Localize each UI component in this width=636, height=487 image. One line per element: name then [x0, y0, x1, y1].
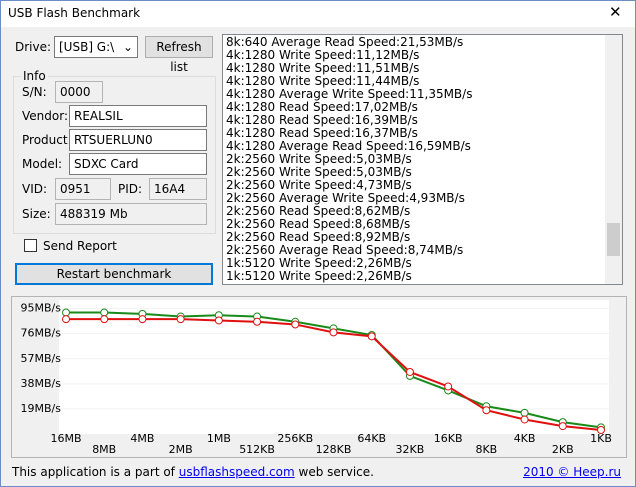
- restart-button[interactable]: Restart benchmark: [15, 263, 213, 285]
- log-lines: 8k:640 Average Read Speed:21,53MB/s 4k:12…: [226, 36, 472, 283]
- data-point: [520, 408, 529, 417]
- data-point: [100, 308, 109, 317]
- data-point: [405, 367, 414, 376]
- product-label: Product:: [22, 133, 72, 147]
- x-tick-label: 1MB: [207, 432, 231, 445]
- send-report-checkbox[interactable]: [24, 239, 37, 252]
- scrollbar-thumb[interactable]: [607, 223, 620, 256]
- x-tick-label: 4MB: [130, 432, 154, 445]
- vid-label: VID:: [22, 182, 48, 196]
- x-tick-label: 256KB: [277, 432, 313, 445]
- refresh-button[interactable]: Refresh list: [145, 36, 213, 74]
- data-point: [138, 315, 147, 324]
- data-point: [597, 426, 605, 435]
- data-point: [214, 316, 223, 325]
- info-group: [13, 76, 216, 234]
- chart-panel: [11, 296, 627, 458]
- dropdown-arrow: ⌄: [122, 40, 133, 54]
- y-tick-label: 76MB/s: [21, 327, 62, 340]
- send-report-label: Send Report: [43, 239, 117, 253]
- x-tick-label: 2MB: [169, 443, 193, 456]
- data-point: [329, 328, 338, 337]
- title-bar: [1, 1, 635, 27]
- close-button[interactable]: ✕: [609, 3, 622, 21]
- log-line: 4k:1280 Read Speed:16,37MB/s: [226, 126, 418, 140]
- y-tick-label: 57MB/s: [21, 352, 62, 365]
- pid-value: 16A4: [149, 178, 207, 200]
- footer-after: web service.: [298, 465, 374, 479]
- size-value: 488319 Mb: [55, 203, 207, 225]
- log-list: 8k:640 Average Read Speed:21,53MB/s 4k:12…: [222, 34, 623, 285]
- x-tick-label: 1KB: [590, 432, 612, 445]
- data-point: [482, 406, 491, 415]
- log-line: 2k:2560 Average Read Speed:8,74MB/s: [226, 243, 464, 257]
- model-value: SDXC Card: [69, 153, 207, 175]
- x-tick-label: 16KB: [434, 432, 463, 445]
- log-line: 4k:1280 Write Speed:11,44MB/s: [226, 74, 420, 88]
- log-line: 4k:1280 Average Read Speed:16,59MB/s: [226, 139, 471, 153]
- drive-label: Drive:: [15, 40, 52, 54]
- x-tick-label: 128KB: [316, 443, 352, 456]
- data-point: [291, 320, 300, 329]
- log-line: 1k:5120 Write Speed:2,26MB/s: [226, 256, 412, 270]
- product-value: RTSUERLUN0: [69, 129, 207, 151]
- x-tick-label: 8KB: [475, 443, 497, 456]
- log-line: 4k:1280 Average Write Speed:11,35MB/s: [226, 87, 473, 101]
- pid-label: PID:: [118, 182, 143, 196]
- sn-label: S/N:: [22, 85, 47, 99]
- log-line: 4k:1280 Read Speed:16,39MB/s: [226, 113, 418, 127]
- scrollbar[interactable]: [605, 35, 622, 284]
- y-tick-label: 38MB/s: [21, 377, 62, 390]
- data-point: [520, 415, 529, 424]
- x-tick-label: 64KB: [357, 432, 386, 445]
- drive-select[interactable]: [USB] G:\ ⌄: [54, 36, 138, 58]
- copyright: 2010 © Heep.ru: [523, 465, 621, 479]
- log-line: 2k:2560 Read Speed:8,92MB/s: [226, 230, 411, 244]
- footer-text: This application is a part of usbflashsp…: [12, 465, 374, 479]
- copyright-link[interactable]: 2010 © Heep.ru: [523, 465, 621, 479]
- y-tick-label: 95MB/s: [21, 302, 62, 315]
- x-tick-label: 512KB: [239, 443, 275, 456]
- vendor-label: Vendor:: [22, 109, 68, 123]
- data-point: [253, 317, 262, 326]
- log-line: 4k:1280 Write Speed:11,12MB/s: [226, 48, 420, 62]
- data-point: [444, 382, 453, 391]
- data-point: [558, 422, 567, 431]
- vid-value: 0951: [55, 178, 111, 200]
- log-line: 8k:640 Average Read Speed:21,53MB/s: [226, 35, 464, 49]
- vendor-value: REALSIL: [69, 105, 207, 127]
- log-line: 2k:2560 Read Speed:8,62MB/s: [226, 204, 411, 218]
- log-line: 4k:1280 Read Speed:17,02MB/s: [226, 100, 418, 114]
- data-point: [100, 315, 109, 324]
- sn-value: 0000: [55, 81, 103, 103]
- drive-value: [USB] G:\: [59, 40, 115, 54]
- info-title: Info: [21, 69, 48, 83]
- x-tick-label: 2KB: [552, 443, 574, 456]
- log-line: 2k:2560 Write Speed:4,73MB/s: [226, 178, 412, 192]
- data-point: [62, 315, 70, 324]
- data-point: [62, 308, 70, 317]
- chart: 19MB/s 38MB/s 57MB/s 76MB/s 95MB/s 16MB 8MB 4MB…: [21, 300, 612, 456]
- x-tick-label: 16MB: [50, 432, 81, 445]
- log-line: 2k:2560 Average Write Speed:4,93MB/s: [226, 191, 465, 205]
- footer-before: This application is a part of: [12, 465, 175, 479]
- log-line: 1k:5120 Write Speed:2,26MB/s: [226, 269, 412, 283]
- log-line: 2k:2560 Write Speed:5,03MB/s: [226, 165, 412, 179]
- x-tick-label: 4KB: [514, 432, 536, 445]
- x-tick-label: 8MB: [92, 443, 116, 456]
- data-point: [176, 315, 185, 324]
- size-label: Size:: [22, 207, 51, 221]
- log-line: 2k:2560 Read Speed:8,68MB/s: [226, 217, 411, 231]
- footer-link[interactable]: usbflashspeed.com: [178, 465, 295, 479]
- x-tick-label: 32KB: [396, 443, 425, 456]
- y-tick-label: 19MB/s: [21, 402, 62, 415]
- data-point: [367, 332, 376, 341]
- model-label: Model:: [22, 157, 63, 171]
- log-line: 2k:2560 Write Speed:5,03MB/s: [226, 152, 412, 166]
- window-title: USB Flash Benchmark: [8, 6, 141, 20]
- log-line: 4k:1280 Write Speed:11,51MB/s: [226, 61, 420, 75]
